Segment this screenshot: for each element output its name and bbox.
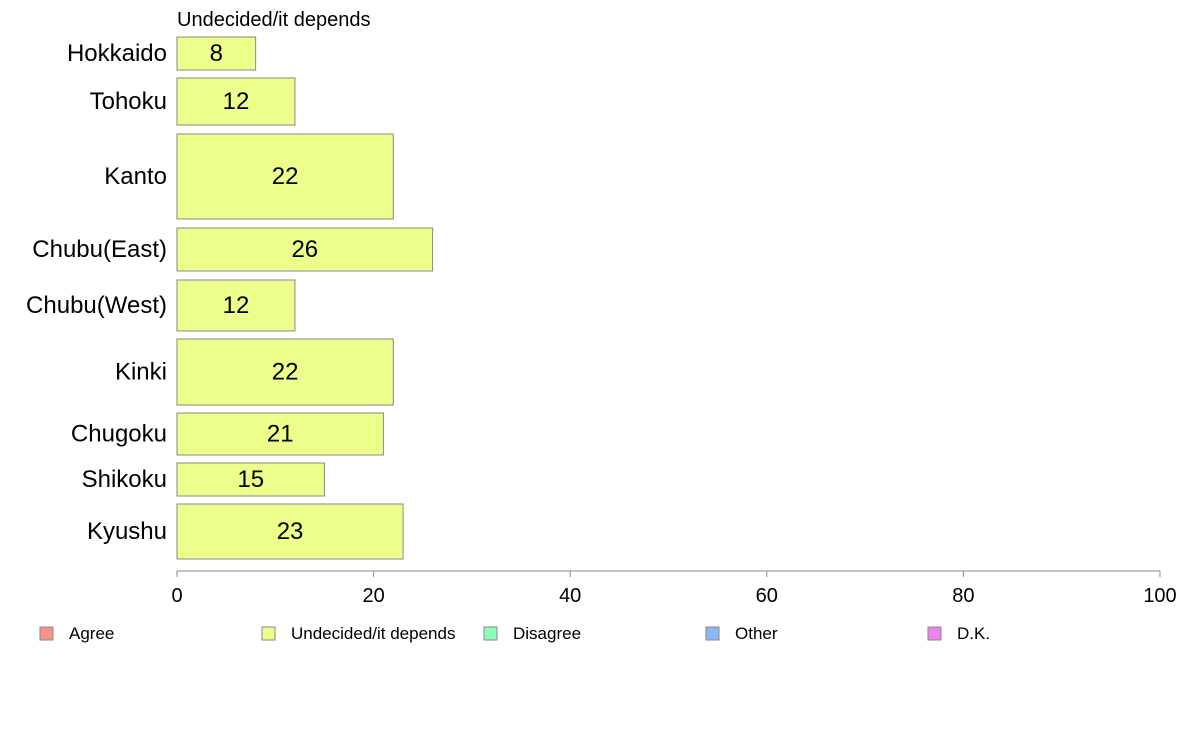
data-label: 21 xyxy=(267,421,294,448)
legend-swatch xyxy=(483,626,498,641)
legend-label: Disagree xyxy=(513,624,581,643)
category-label: Chugoku xyxy=(71,421,167,448)
x-tick-label: 80 xyxy=(952,585,974,607)
legend-swatch xyxy=(927,626,942,641)
legend-label: Agree xyxy=(69,624,114,643)
bar-kanto xyxy=(176,133,394,220)
x-tick-label: 100 xyxy=(1143,585,1176,607)
category-label: Kinki xyxy=(115,359,167,386)
bar-kinki xyxy=(176,338,394,406)
x-tick-label: 0 xyxy=(171,585,182,607)
legend-swatch xyxy=(705,626,720,641)
category-label: Shikoku xyxy=(82,466,167,493)
legend-label: Undecided/it depends xyxy=(291,624,455,643)
legend-swatch xyxy=(39,626,54,641)
legend-label: D.K. xyxy=(957,624,990,643)
legend-label: Other xyxy=(735,624,778,643)
data-label: 26 xyxy=(291,236,318,263)
bar-tohoku xyxy=(176,77,296,126)
data-label: 12 xyxy=(223,88,250,115)
bar-chubu-east- xyxy=(176,227,434,272)
category-label: Hokkaido xyxy=(67,40,167,67)
category-label: Chubu(West) xyxy=(26,292,167,319)
legend-swatch xyxy=(261,626,276,641)
x-tick-label: 40 xyxy=(559,585,581,607)
bar-shikoku xyxy=(176,462,325,497)
x-tick-label: 60 xyxy=(756,585,778,607)
data-label: 23 xyxy=(277,518,304,545)
category-label: Chubu(East) xyxy=(32,236,167,263)
category-label: Tohoku xyxy=(90,88,167,115)
x-axis: 0 20 40 60 80 100 xyxy=(171,570,1177,607)
bar-kyushu xyxy=(176,503,404,560)
bar-chugoku xyxy=(176,412,384,456)
data-label: 22 xyxy=(272,359,299,386)
category-label: Kanto xyxy=(104,163,167,190)
data-label: 8 xyxy=(210,40,223,67)
bar-chubu-west- xyxy=(176,279,296,332)
category-label: Kyushu xyxy=(87,518,167,545)
data-label: 12 xyxy=(223,292,250,319)
legend: Agree Undecided/it depends Disagree Other D.… xyxy=(39,624,990,643)
bar-hokkaido xyxy=(176,36,257,71)
series-title: Undecided/it depends xyxy=(177,9,370,31)
data-label: 15 xyxy=(237,466,264,493)
bars-group: Hokkaido 8 Tohoku 12 Kanto 22 Chubu(East) 26 Chu… xyxy=(26,36,434,560)
x-tick-label: 20 xyxy=(362,585,384,607)
data-label: 22 xyxy=(272,163,299,190)
